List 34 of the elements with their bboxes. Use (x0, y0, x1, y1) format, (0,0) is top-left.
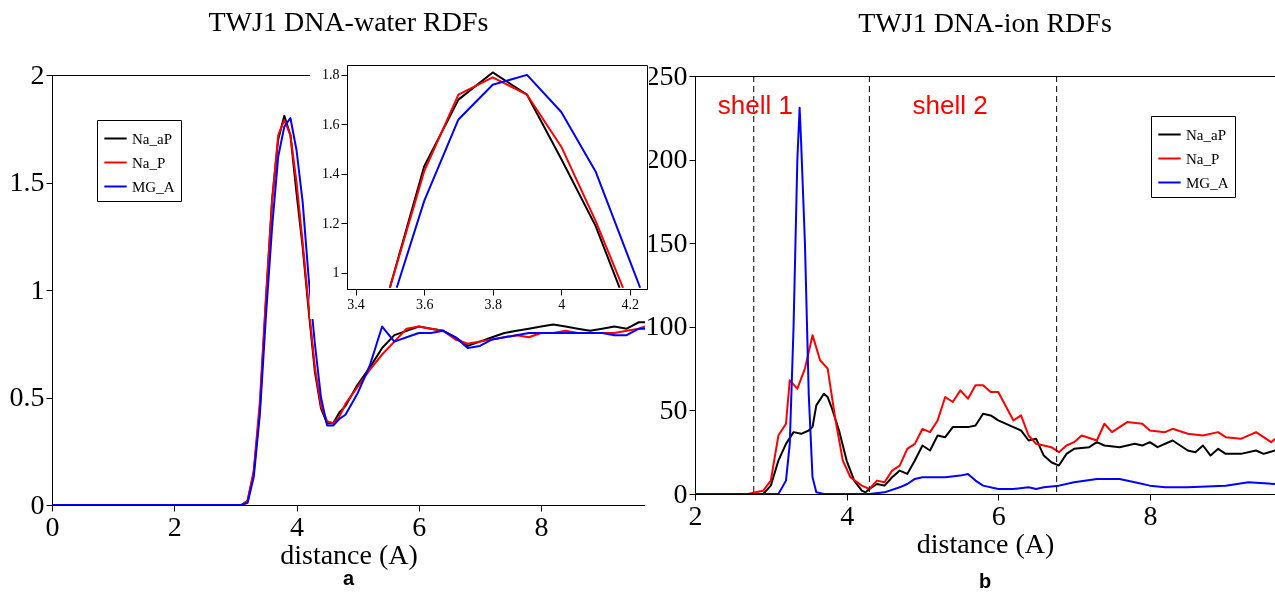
x-tick-label: 3.6 (415, 296, 434, 312)
legend-label: Na_aP (132, 130, 172, 147)
y-tick-label: 1.6 (322, 116, 340, 132)
y-tick-label: 1 (30, 273, 45, 305)
y-tick-label: 150 (645, 226, 688, 258)
y-tick-label: 50 (659, 393, 688, 425)
x-tick-label: 3.4 (347, 296, 365, 312)
y-tick-label: 1.5 (9, 166, 45, 197)
annotation: shell 2 (912, 89, 988, 121)
y-tick-label: 0 (673, 477, 688, 509)
legend-label: Na_P (1186, 150, 1220, 167)
y-tick-label: 1 (332, 265, 340, 281)
legend-label: Na_P (132, 154, 166, 171)
x-tick-label: 2 (167, 510, 182, 542)
x-tick-label: 4.2 (621, 296, 640, 312)
x-tick-label: 4 (558, 296, 566, 312)
y-tick-label: 2 (30, 58, 45, 90)
text: b (977, 570, 993, 592)
y-tick-label: 100 (645, 310, 688, 342)
x-tick-label: 3.8 (484, 296, 502, 312)
text: a (341, 567, 356, 590)
legend-label: MG_A (132, 178, 175, 195)
x-tick-label: 4 (840, 499, 855, 531)
y-tick-label: 0.5 (9, 381, 45, 412)
legend-label: Na_aP (1186, 126, 1226, 143)
x-tick-label: 8 (534, 510, 549, 542)
legend-label: MG_A (1186, 174, 1229, 191)
x-tick-label: 8 (1143, 499, 1158, 531)
y-tick-label: 1.4 (322, 166, 340, 182)
annotation: shell 1 (717, 89, 793, 121)
chart-title: TWJ1 DNA-water RDFs (208, 6, 489, 37)
y-tick-label: 1.2 (322, 215, 340, 231)
chart-title: TWJ1 DNA-ion RDFs (858, 7, 1112, 38)
y-tick-label: 1.8 (322, 67, 340, 83)
